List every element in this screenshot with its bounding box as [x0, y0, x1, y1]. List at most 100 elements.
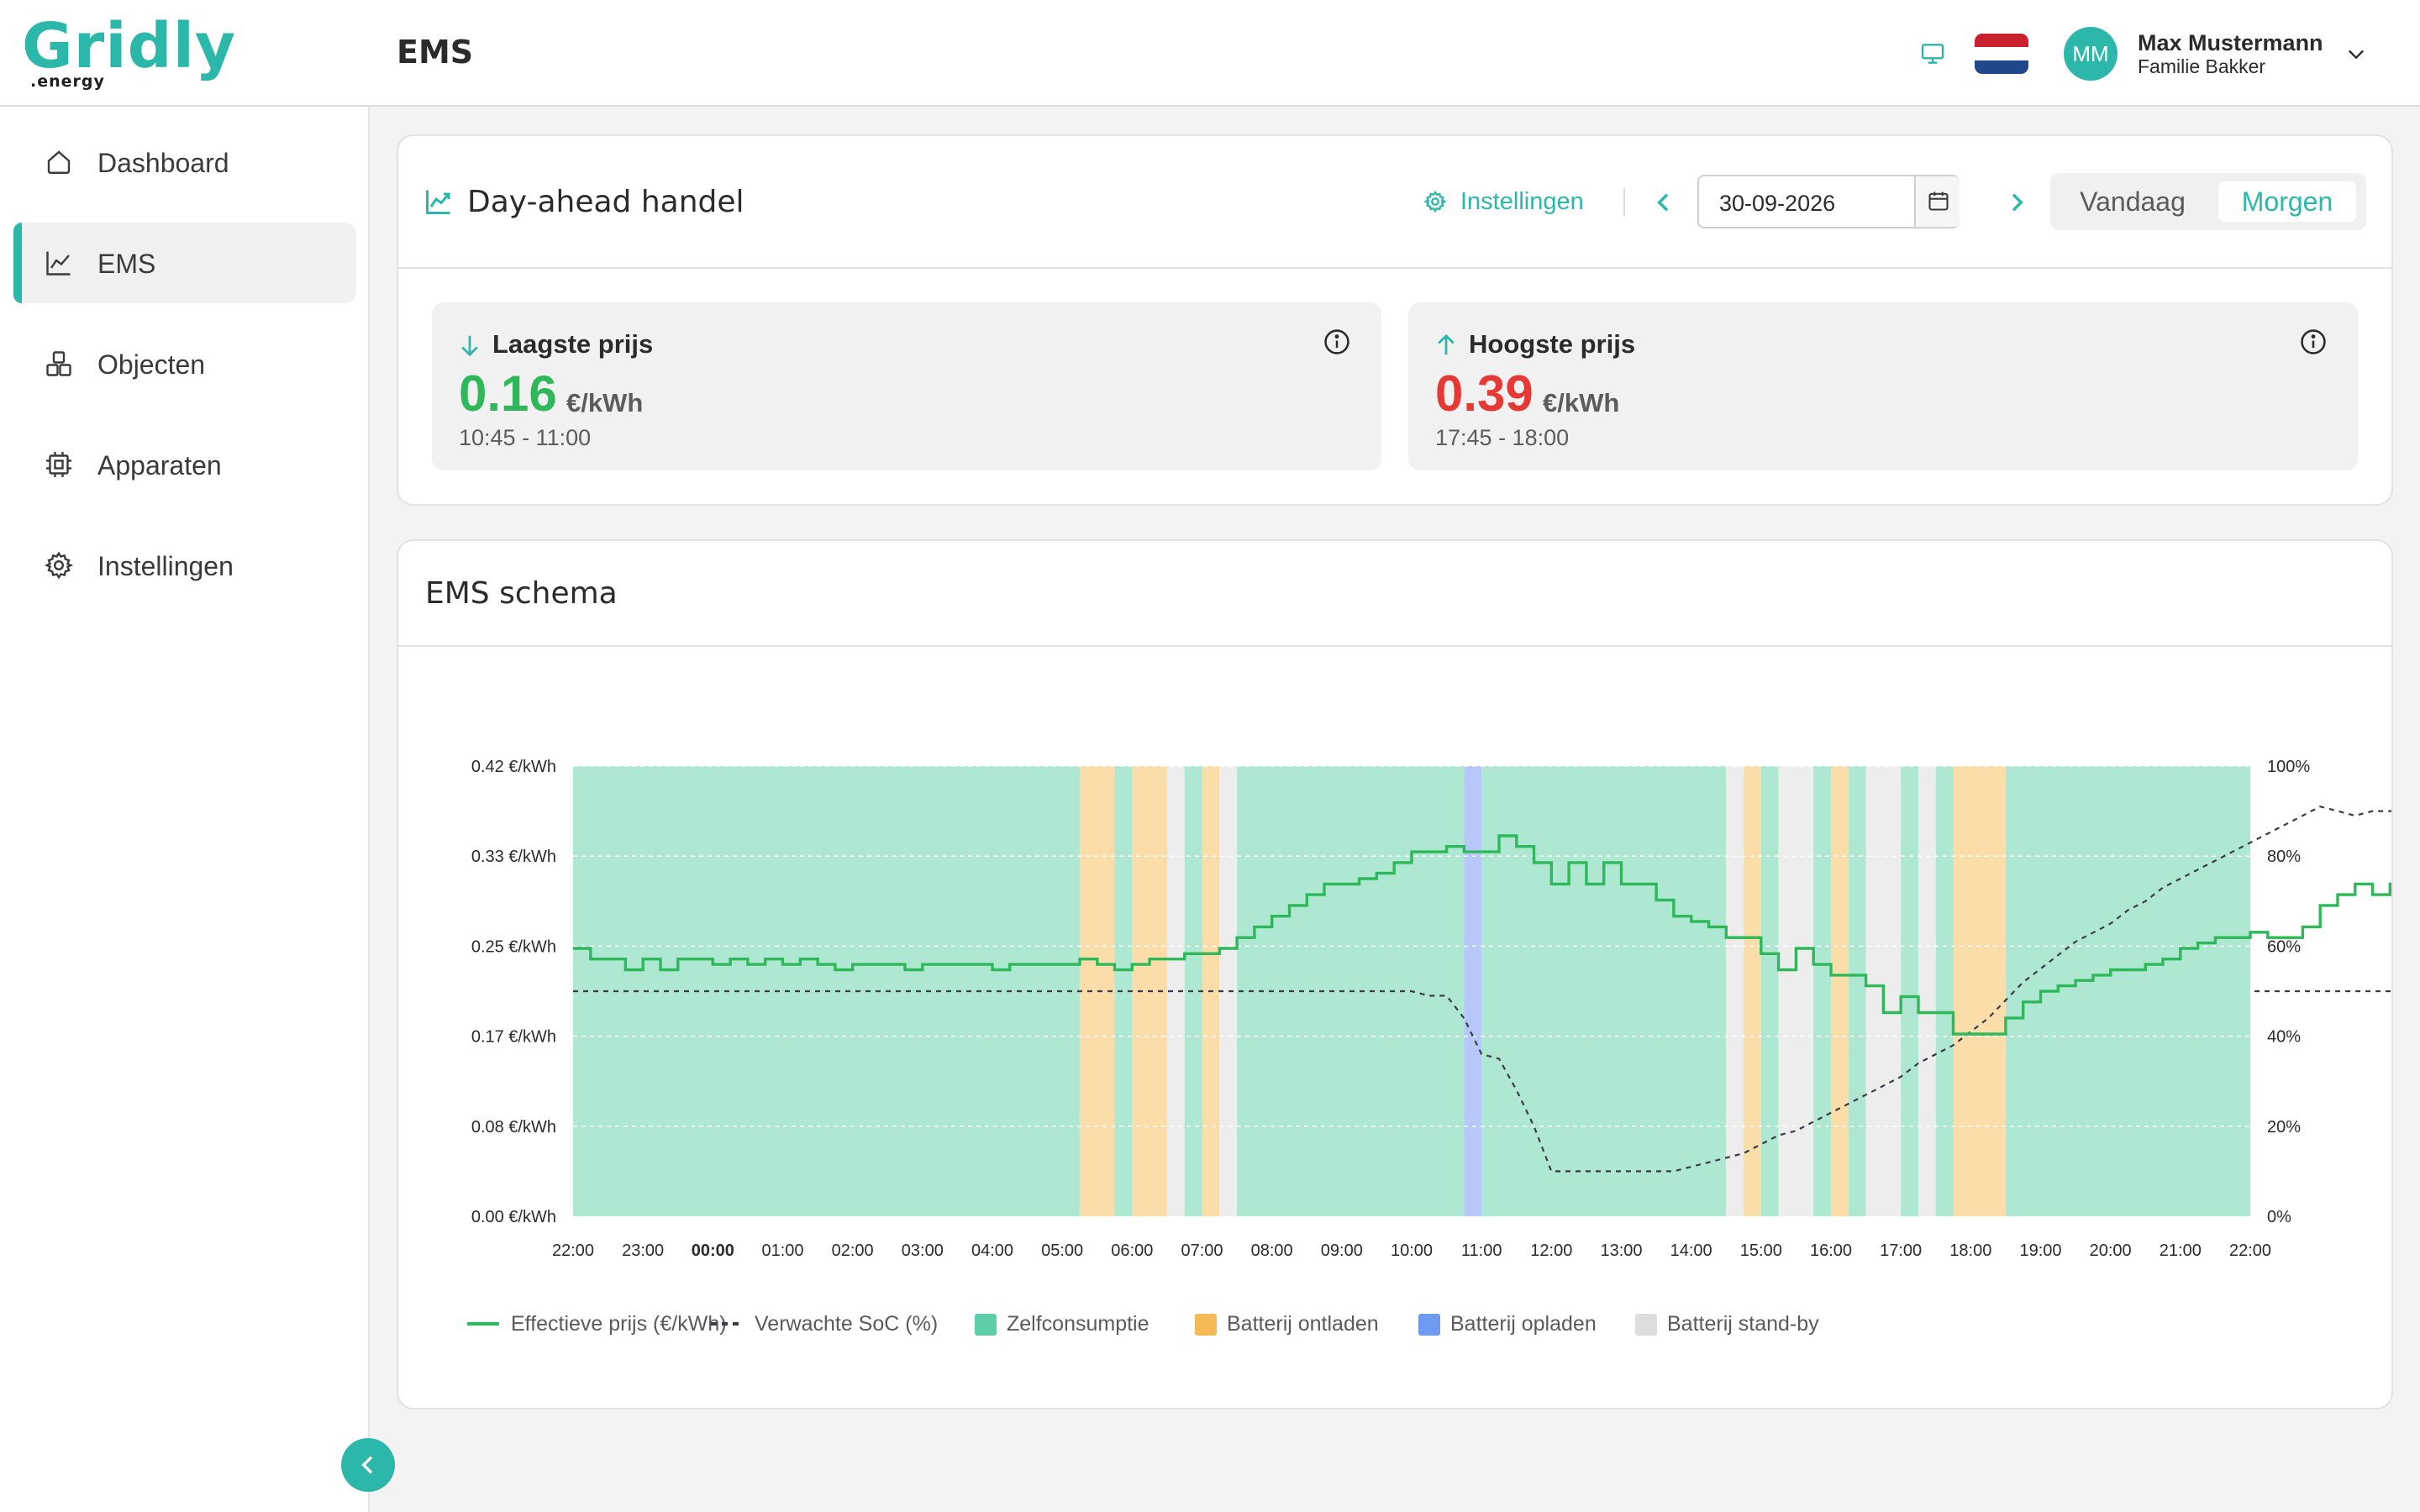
schedule-band	[1778, 766, 1814, 1216]
y-right-tick-label: 0%	[2267, 1208, 2291, 1226]
chevron-right-icon[interactable]	[2003, 188, 2030, 217]
sidebar: Dashboard EMS Objecten Apparaten Instell…	[0, 107, 370, 1512]
gridly-logo[interactable]: Gridly .energy	[22, 10, 237, 92]
sidebar-collapse-button[interactable]	[341, 1438, 395, 1492]
y-left-tick-label: 0.00 €/kWh	[471, 1208, 556, 1226]
sidebar-item-apparaten[interactable]: Apparaten	[13, 424, 356, 505]
lowest-price-value: 0.16	[459, 365, 557, 422]
chevron-left-icon[interactable]	[1650, 188, 1677, 217]
x-tick-label: 22:00	[552, 1242, 594, 1260]
divider	[1623, 188, 1625, 217]
divider	[398, 645, 2391, 647]
legend-label: Zelfconsumptie	[1007, 1312, 1150, 1336]
y-right-tick-label: 20%	[2267, 1118, 2301, 1137]
y-right-tick-label: 100%	[2267, 758, 2310, 776]
x-tick-label: 18:00	[1949, 1242, 1991, 1260]
x-tick-label: 22:00	[2229, 1242, 2271, 1260]
legend-label: Effectieve prijs (€/kWh)	[511, 1312, 727, 1336]
toggle-today[interactable]: Vandaag	[2080, 186, 2186, 217]
legend-label: Batterij stand-by	[1667, 1312, 1819, 1336]
gear-icon	[1423, 190, 1447, 213]
arrow-up-icon	[1438, 333, 1455, 355]
chip-icon	[46, 452, 71, 477]
x-tick-label: 21:00	[2160, 1242, 2202, 1260]
x-tick-label: 08:00	[1251, 1242, 1293, 1260]
logo-suffix: .energy	[30, 72, 105, 91]
x-tick-label: 09:00	[1321, 1242, 1363, 1260]
schedule-band	[1219, 766, 1238, 1216]
x-tick-label: 14:00	[1670, 1242, 1712, 1260]
chart-line-icon	[426, 190, 450, 214]
calendar-icon	[1928, 192, 1949, 211]
legend-label: Batterij ontladen	[1227, 1312, 1379, 1336]
divider	[398, 267, 2391, 269]
sidebar-item-objecten[interactable]: Objecten	[13, 323, 356, 404]
schedule-band	[1760, 766, 1779, 1216]
ems-chart: 0.00 €/kWh 0.08 €/kWh 0.17 €/kWh 0.25 €/kWh…	[467, 758, 2391, 1336]
y-left-tick-label: 0.25 €/kWh	[471, 937, 556, 956]
date-field[interactable]: 30-09-2026	[1697, 175, 1960, 228]
y-left-tick-label: 0.33 €/kWh	[471, 848, 556, 866]
toggle-tomorrow[interactable]: Morgen	[2218, 181, 2356, 222]
sidebar-item-label: EMS	[97, 249, 156, 279]
chevron-down-icon[interactable]	[2344, 42, 2368, 66]
legend-swatch	[1635, 1314, 1657, 1336]
x-tick-label: 10:00	[1391, 1242, 1433, 1260]
day-ahead-card: Day-ahead handel Instellingen 30-09-2026…	[397, 134, 2393, 506]
gear-icon	[44, 551, 74, 580]
x-tick-label: 19:00	[2019, 1242, 2061, 1260]
schedule-band	[1813, 766, 1831, 1216]
x-tick-label: 07:00	[1181, 1242, 1223, 1260]
schedule-band	[1481, 766, 1727, 1216]
logo-wordmark: Gridly	[22, 10, 237, 82]
sidebar-item-label: Apparaten	[97, 450, 222, 480]
sidebar-item-label: Dashboard	[97, 148, 229, 178]
schedule-band	[1848, 766, 1866, 1216]
x-tick-label: 11:00	[1461, 1242, 1502, 1260]
boxes-icon	[46, 351, 71, 376]
card-title: Day-ahead handel	[467, 185, 744, 219]
monitor-icon[interactable]	[1919, 40, 1946, 67]
legend-label: Verwachte SoC (%)	[755, 1312, 938, 1336]
price-time: 17:45 - 18:00	[1435, 425, 1570, 450]
date-value: 30-09-2026	[1719, 191, 1836, 216]
calendar-button[interactable]	[1914, 176, 1960, 227]
x-tick-label: 00:00	[692, 1242, 734, 1260]
page-title: EMS	[397, 34, 474, 71]
schedule-band	[1901, 766, 1918, 1216]
y-left-tick-label: 0.08 €/kWh	[471, 1118, 556, 1137]
x-tick-label: 17:00	[1880, 1242, 1922, 1260]
x-tick-label: 16:00	[1810, 1242, 1852, 1260]
schedule-band	[1918, 766, 1936, 1216]
price-line	[573, 834, 2391, 1036]
schedule-band	[1726, 766, 1744, 1216]
price-unit: €/kWh	[1543, 388, 1620, 417]
x-tick-label: 01:00	[761, 1242, 803, 1260]
x-tick-label: 15:00	[1740, 1242, 1782, 1260]
sidebar-item-dashboard[interactable]: Dashboard	[13, 122, 356, 202]
price-time: 10:45 - 11:00	[459, 425, 592, 450]
y-right-tick-label: 80%	[2267, 848, 2301, 866]
chart-line-icon	[46, 251, 71, 276]
tile-title: Laagste prijs	[492, 329, 654, 359]
info-icon[interactable]	[1323, 328, 1351, 356]
legend-swatch	[975, 1314, 997, 1336]
sidebar-item-label: Instellingen	[97, 551, 234, 581]
x-tick-label: 12:00	[1530, 1242, 1572, 1260]
y-right-tick-label: 60%	[2267, 937, 2301, 956]
avatar[interactable]: MM	[2064, 27, 2118, 81]
flag-nl-icon[interactable]	[1975, 34, 2028, 74]
info-icon[interactable]	[2299, 328, 2328, 356]
x-tick-label: 03:00	[902, 1242, 944, 1260]
card-title: EMS schema	[425, 576, 618, 611]
highest-price-tile: Hoogste prijs 0.39 €/kWh 17:45 - 18:00	[1408, 302, 2358, 470]
settings-link-label: Instellingen	[1460, 188, 1584, 215]
user-name[interactable]: Max Mustermann	[2138, 30, 2323, 55]
sidebar-item-instellingen[interactable]: Instellingen	[13, 525, 356, 606]
x-tick-label: 04:00	[971, 1242, 1013, 1260]
schedule-band	[1114, 766, 1133, 1216]
y-right-tick-label: 40%	[2267, 1028, 2301, 1047]
schedule-band	[1464, 766, 1482, 1216]
sidebar-item-ems[interactable]: EMS	[13, 223, 356, 303]
top-header: Gridly .energy EMS MM Max Mustermann Fam…	[0, 0, 2420, 107]
